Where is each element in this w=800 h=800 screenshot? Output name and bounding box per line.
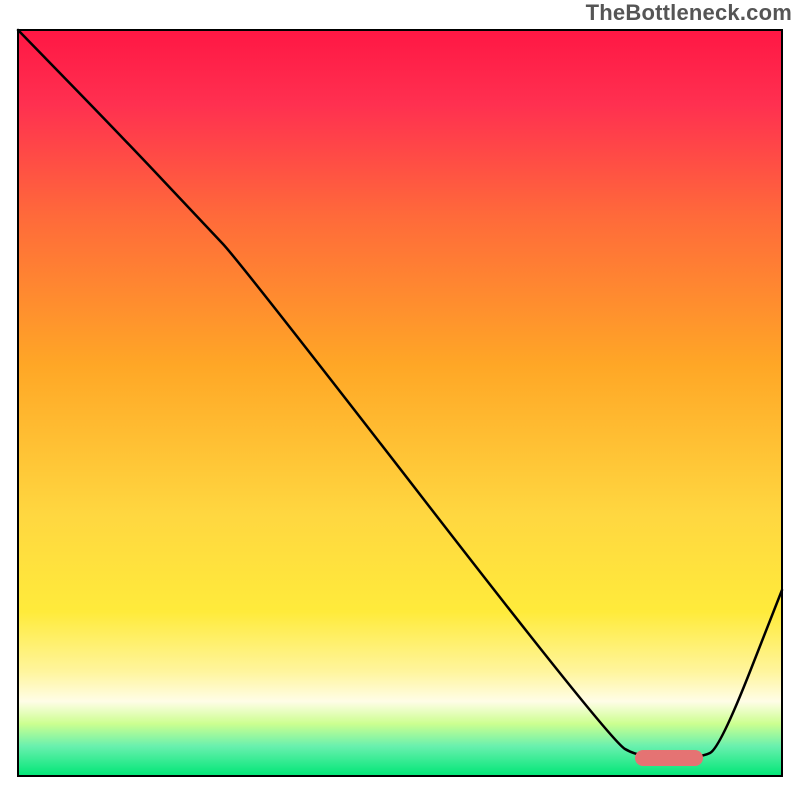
bottleneck-chart-container: TheBottleneck.com [0, 0, 800, 800]
watermark-text: TheBottleneck.com [586, 0, 792, 26]
plot-background [18, 30, 782, 776]
bottleneck-chart [0, 0, 800, 800]
optimal-marker [635, 750, 703, 766]
